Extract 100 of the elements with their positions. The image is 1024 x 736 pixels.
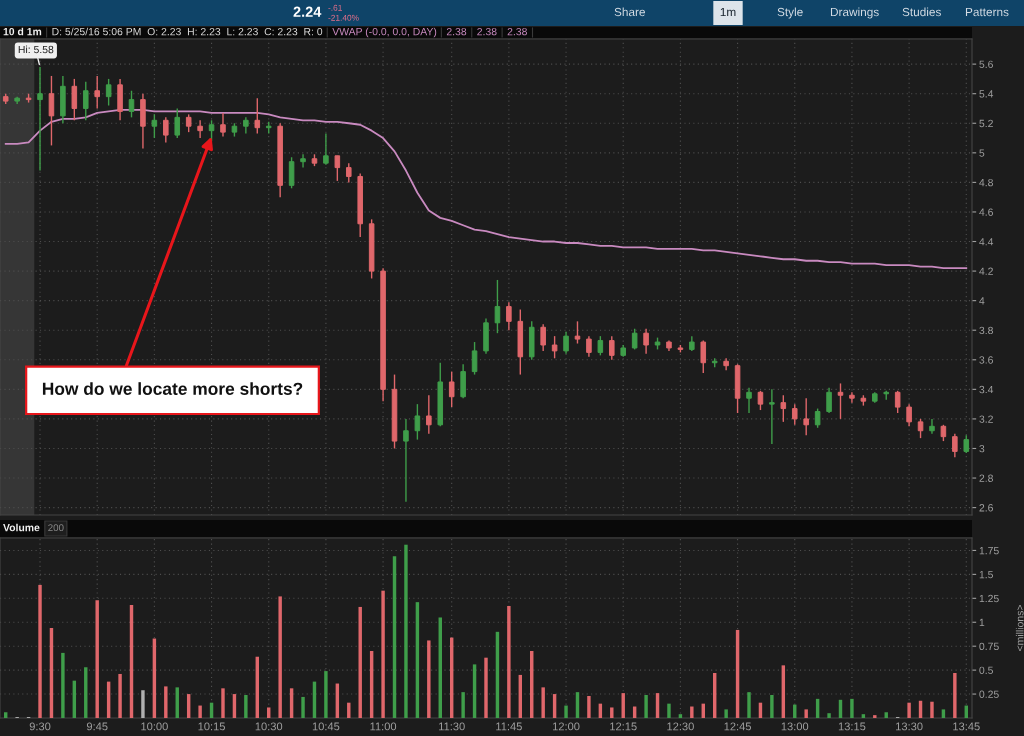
x-tick-label: 13:15 — [838, 722, 866, 731]
y-tick-label: 4 — [979, 297, 985, 305]
x-tick-label: 12:00 — [552, 722, 580, 731]
y-tick-label: 1 — [979, 618, 985, 627]
candlestick — [197, 119, 203, 139]
bar — [667, 703, 671, 718]
bar — [690, 706, 694, 718]
text: 1m — [720, 7, 736, 17]
candlestick — [563, 331, 569, 355]
candlestick — [826, 387, 832, 414]
bar — [861, 714, 866, 718]
bar — [4, 712, 8, 718]
text: Studies — [902, 7, 941, 17]
y-axis-title: <millions> — [1015, 605, 1024, 651]
bar — [267, 707, 271, 718]
candlestick — [757, 390, 764, 411]
text: VWAP (-0.0, 0.0, DAY) — [332, 27, 437, 38]
y-tick-label: 4.8 — [979, 178, 993, 187]
bar — [678, 714, 683, 718]
x-tick-label: 10:00 — [141, 722, 168, 731]
bar — [564, 705, 568, 718]
candlestick — [414, 403, 421, 441]
candlestick — [48, 75, 55, 147]
candlestick — [597, 335, 604, 357]
bar — [164, 686, 168, 718]
x-tick-label: 12:15 — [610, 722, 637, 731]
chart-title: Volume — [3, 523, 40, 532]
candlestick — [151, 113, 158, 139]
y-tick-label: 0.25 — [979, 690, 999, 698]
bar — [141, 690, 145, 718]
y-tick-label: 3.8 — [979, 326, 993, 335]
candlestick — [803, 397, 809, 436]
bar — [941, 709, 946, 718]
candlestick — [163, 116, 169, 144]
bar — [804, 709, 808, 718]
text: 2.38 — [507, 27, 527, 36]
bar — [484, 657, 488, 718]
y-tick-label: 1.5 — [979, 570, 993, 579]
bar — [244, 695, 248, 718]
text: -21.40% — [328, 14, 359, 21]
candlestick — [769, 388, 775, 445]
y-tick-label: 3.2 — [979, 415, 993, 423]
x-tick-label: 13:00 — [781, 722, 809, 731]
candlestick — [254, 97, 261, 135]
x-tick-label: 9:45 — [86, 722, 108, 731]
y-tick-label: 2.6 — [979, 504, 993, 512]
x-tick-label: 10:30 — [255, 722, 283, 731]
bar — [541, 687, 545, 718]
chart-title: 10 d 1m — [3, 27, 42, 36]
bar — [38, 584, 42, 718]
y-tick-label: 0.75 — [979, 642, 999, 651]
candlestick — [700, 339, 707, 374]
y-tick-label: 3.6 — [979, 356, 993, 364]
annotation: Hi: 5.58 — [18, 45, 54, 54]
bar — [610, 707, 614, 718]
bar — [278, 596, 282, 718]
candlestick — [586, 335, 592, 358]
text: 2.38 — [446, 27, 467, 36]
text: 200 — [48, 524, 64, 532]
bar — [118, 673, 122, 718]
bar — [198, 705, 202, 718]
bar — [221, 688, 225, 718]
candlestick — [288, 156, 295, 189]
x-tick-label: 11:45 — [496, 722, 522, 731]
candlestick — [643, 328, 649, 355]
bar — [850, 698, 854, 718]
candlestick — [837, 382, 844, 420]
bar — [873, 715, 877, 718]
y-tick-label: 5.6 — [979, 60, 993, 69]
bar — [953, 673, 957, 718]
candlestick — [300, 153, 306, 169]
y-tick-label: 5 — [979, 149, 985, 157]
y-tick-label: 5.4 — [979, 90, 994, 98]
candlestick — [917, 418, 924, 439]
candlestick — [814, 407, 821, 429]
candlestick — [37, 66, 43, 172]
bar — [724, 709, 728, 718]
text: Style — [777, 7, 803, 19]
candlestick — [334, 155, 341, 182]
chart-subtitle: D: 5/25/16 5:06 PM O: 2.23 H: 2.23 L: 2.23 C: 2.23 R: 0 — [52, 27, 323, 36]
candlestick — [746, 387, 752, 414]
y-tick-label: 5.2 — [979, 119, 993, 128]
bar — [587, 695, 591, 718]
candlestick — [323, 132, 329, 166]
candlestick — [94, 75, 100, 110]
candlestick — [506, 301, 512, 331]
bar — [61, 652, 65, 718]
text: 2.38 — [477, 27, 497, 36]
candlestick — [71, 78, 78, 121]
bar — [907, 702, 911, 718]
bar — [95, 600, 99, 718]
candlestick — [128, 90, 135, 119]
bar — [644, 695, 648, 718]
x-tick-label: 10:45 — [312, 722, 340, 731]
text: Patterns — [965, 7, 1009, 17]
candlestick — [894, 390, 901, 414]
candlestick — [574, 320, 581, 345]
candlestick — [174, 107, 181, 139]
candlestick — [849, 391, 855, 404]
candlestick — [540, 323, 546, 352]
